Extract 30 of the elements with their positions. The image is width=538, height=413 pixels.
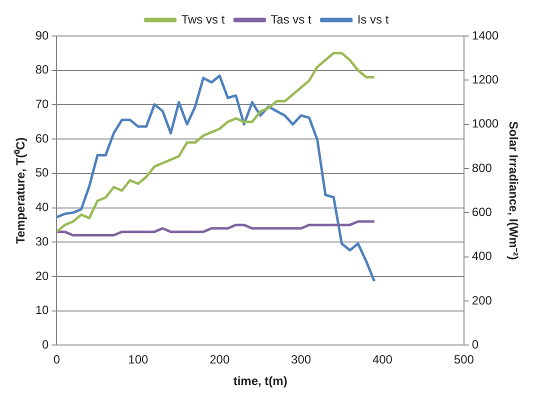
y-tick-label: 70 [35,97,50,112]
y2-tick-label: 200 [472,293,492,308]
y2-axis-title: Solar Irradiance, I(Wm⁻²) [506,121,520,260]
y-tick-label: 60 [35,131,50,146]
y2-tick-label: 600 [472,205,492,219]
y-tick-label: 30 [35,234,50,248]
legend-label: Is vs t [357,12,390,26]
x-tick-label: 200 [210,352,230,367]
legend-label: Tas vs t [270,12,312,26]
y2-tick-label: 400 [472,249,492,264]
y-tick-label: 40 [35,200,50,214]
y2-tick-label: 1400 [472,28,499,42]
x-tick-label: 400 [372,352,393,367]
legend-label: Tws vs t [181,12,226,26]
y-axis-title: Temperature, T(⁰C) [14,137,28,244]
y2-tick-label: 1200 [472,72,499,86]
y-tick-label: 0 [42,338,50,352]
x-tick-label: 300 [291,352,312,367]
y-tick-label: 80 [35,62,50,77]
x-tick-label: 500 [454,352,474,367]
y-tick-label: 50 [35,166,50,180]
x-tick-label: 0 [53,352,60,367]
x-axis-title: time, t(m) [233,374,288,388]
y-tick-label: 20 [35,268,50,283]
y2-tick-label: 0 [472,338,479,352]
y2-tick-label: 1000 [472,116,499,131]
y-tick-label: 90 [35,28,50,42]
x-tick-label: 100 [128,352,149,367]
y-tick-label: 10 [35,303,50,318]
y2-tick-label: 800 [472,160,492,175]
